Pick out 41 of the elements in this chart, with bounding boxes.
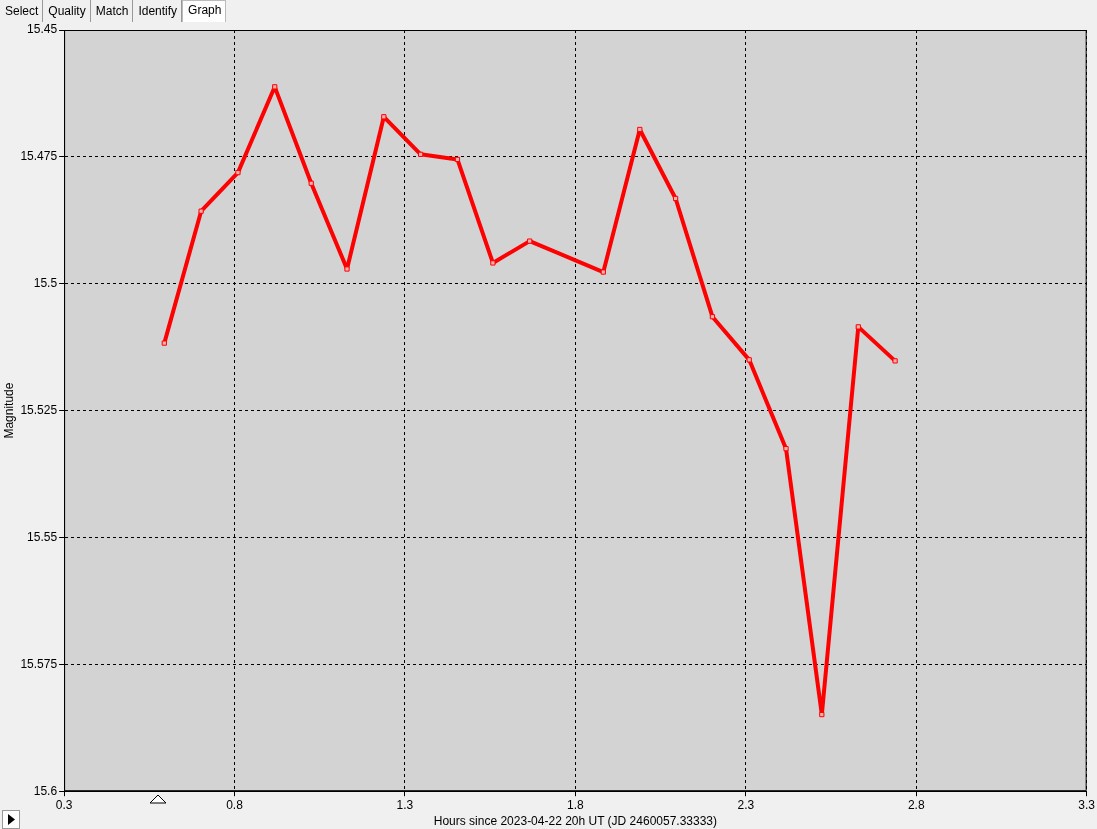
point (819, 711, 825, 718)
text: Quality (43, 0, 91, 22)
point (892, 358, 898, 364)
x-tick-label: 0.3 (55, 797, 73, 812)
point (344, 266, 350, 272)
x-tick-label: 3.3 (1078, 797, 1096, 812)
text: Match (90, 0, 134, 22)
point (272, 84, 278, 90)
y-tick-label: 15.45 (27, 22, 58, 37)
y-tick-label: 15.6 (33, 783, 58, 798)
y-tick-label: 15.575 (20, 656, 58, 671)
x-tick-label: 0.8 (226, 797, 244, 812)
x-tick-label: 1.8 (567, 797, 585, 812)
y-tick-label: 15.525 (20, 402, 58, 417)
x-tick-label: 2.8 (907, 797, 925, 812)
point (783, 446, 789, 452)
text: Identify (133, 0, 183, 22)
point (672, 195, 679, 202)
x-tick-label: 2.3 (737, 797, 755, 812)
point (855, 324, 861, 330)
y-tick-label: 15.5 (33, 276, 58, 291)
point (637, 126, 643, 133)
text: Select (0, 0, 44, 22)
y-tick-label: 15.55 (27, 529, 58, 544)
point (600, 269, 606, 275)
point (198, 208, 204, 214)
text: Graph (182, 0, 227, 22)
point (308, 180, 314, 186)
y-axis-title: Magnitude (1, 382, 16, 439)
point (527, 238, 533, 244)
point (161, 340, 167, 346)
point (746, 357, 752, 363)
point (490, 260, 496, 266)
point (454, 156, 461, 163)
point (709, 314, 716, 320)
point (235, 169, 241, 176)
point (418, 151, 424, 157)
point (381, 114, 387, 120)
y-tick-label: 15.475 (20, 149, 58, 164)
x-tick-label: 1.3 (396, 797, 414, 812)
x-axis-title: Hours since 2023-04-22 20h UT (JD 2460057.33333) (433, 814, 718, 829)
